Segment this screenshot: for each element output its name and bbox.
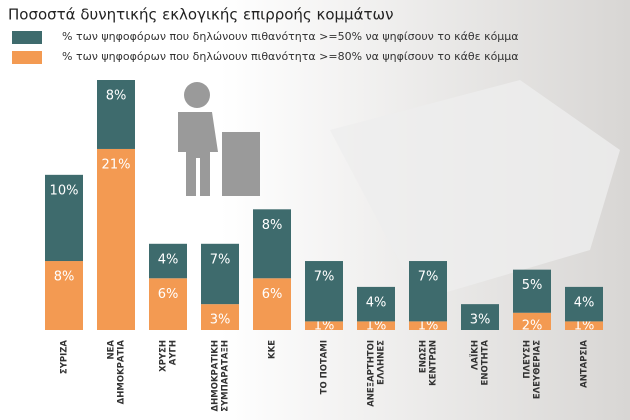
category-label: ΚΚΕ [268,340,278,359]
category-label: ΔΗΜΟΚΡΑΤΙΚΗ [211,340,221,411]
category-label: ΣΥΜΠΑΡΑΤΑΞΗ [221,340,231,412]
chart-title: Ποσοστά δυνητικής εκλογικής επιρροής κομ… [8,6,393,24]
bar-segment [461,304,499,330]
bar-segment [305,321,343,330]
legend-swatch [12,51,42,64]
category-label: ΕΝΩΣΗ [419,340,429,373]
bar-segment [513,312,551,330]
category-label: ΛΑΪΚΗ [470,340,481,370]
bar-segment [409,321,447,330]
bar-segment [201,304,239,330]
value-label: 7% [314,270,335,285]
value-label: 1% [366,319,387,334]
value-label: 4% [574,295,595,310]
bar-segment [357,321,395,330]
bar-segment [357,286,395,322]
value-label: 1% [314,319,335,334]
bar-segment [149,243,187,279]
bar-segment [565,321,603,330]
bar-segment [201,243,239,305]
value-label: 5% [522,278,543,293]
legend-label: % των ψηφοφόρων που δηλώνουν πιθανότητα … [62,50,519,63]
legend-label: % των ψηφοφόρων που δηλώνουν πιθανότητα … [62,30,519,43]
ballot-image [330,80,620,300]
bar-segment [513,269,551,313]
value-label: 3% [210,313,231,328]
value-label: 1% [574,319,595,334]
value-label: 8% [54,270,75,285]
bar-segment [253,278,291,330]
value-label: 8% [262,218,283,233]
bar-segment [409,261,447,322]
category-label: ΧΡΥΣΗ [159,340,169,372]
category-label: ΕΛΛΗΝΕΣ [377,340,387,385]
value-label: 1% [418,319,439,334]
bar-segment [97,148,135,330]
category-label: ΝΕΑ [107,340,117,360]
category-label: ΔΗΜΟΚΡΑΤΙΑ [117,340,127,405]
bar-segment [253,209,291,279]
category-label: ΣΥΡΙΖΑ [60,340,70,375]
category-label: ΠΛΕΥΣΗ [523,340,533,379]
value-label: 6% [262,287,283,302]
category-label: ΑΝΤΑΡΣΙΑ [580,340,590,388]
value-label: 8% [106,89,127,104]
value-label: 4% [158,252,179,267]
category-label: ΚΕΝΤΡΩΝ [429,340,439,386]
value-label: 10% [50,183,79,198]
bar-segment [97,80,135,149]
value-label: 3% [470,313,491,328]
category-label: ΕΝΟΤΗΤΑ [481,340,491,386]
bar-segment [45,174,83,262]
legend-swatch [12,31,42,44]
category-label: ΑΝΕΞΑΡΤΗΤΟΙ [367,340,377,407]
value-label: 7% [418,270,439,285]
value-label: 6% [158,287,179,302]
value-label: 4% [366,295,387,310]
value-label: 2% [522,319,543,334]
category-label: ΑΥΓΗ [169,340,179,365]
bar-segment [565,286,603,322]
category-label: ΕΛΕΥΘΕΡΙΑΣ [533,340,543,399]
bar-segment [305,261,343,322]
value-label: 7% [210,252,231,267]
bar-segment [45,261,83,330]
value-label: 21% [102,157,131,172]
category-label: ΤΟ ΠΟΤΑΜΙ [320,340,330,394]
voter-icon [178,82,260,196]
bar-segment [149,278,187,330]
